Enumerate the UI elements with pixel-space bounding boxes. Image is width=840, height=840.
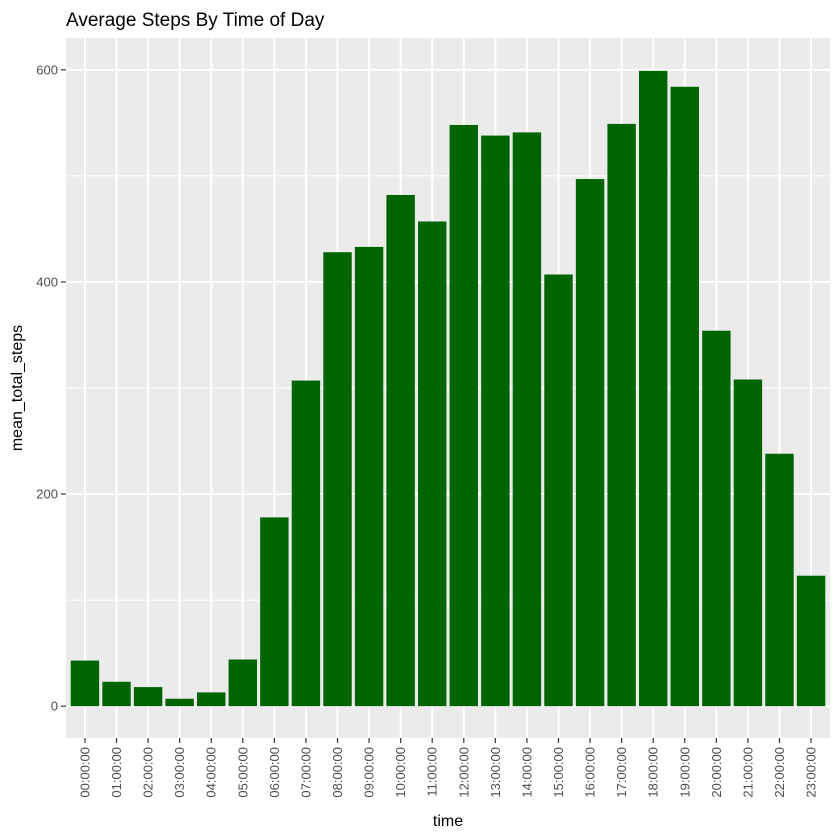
x-tick-label: 16:00:00 [583,747,598,798]
x-axis-title: time [433,813,463,830]
bar [765,453,794,707]
x-tick-label: 01:00:00 [109,747,124,798]
y-tick-label: 200 [36,487,58,502]
x-tick-label: 09:00:00 [362,747,377,798]
bar [639,70,668,707]
bar [323,252,352,707]
x-tick-label: 10:00:00 [393,747,408,798]
bar [70,660,100,707]
bar [260,517,289,707]
x-tick-label: 12:00:00 [456,747,471,798]
bar [575,179,605,707]
x-tick-label: 15:00:00 [551,747,566,798]
x-axis: 00:00:00 01:00:00 02:00:00 03:00:00 04:00:00… [77,738,819,798]
bars [70,70,826,707]
x-tick-label: 22:00:00 [772,747,787,798]
x-tick-label: 11:00:00 [425,747,440,797]
bar [228,659,257,707]
bar [481,135,510,707]
x-tick-label: 05:00:00 [235,747,250,798]
x-tick-label: 04:00:00 [204,747,219,798]
bar [733,379,763,707]
x-tick-label: 13:00:00 [488,747,503,798]
y-axis-title: mean_total_steps [9,325,26,451]
x-tick-label: 06:00:00 [267,747,282,798]
x-tick-label: 19:00:00 [677,747,692,798]
y-tick-label: 600 [36,62,58,77]
x-tick-label: 02:00:00 [141,747,156,798]
x-tick-label: 08:00:00 [330,747,345,798]
bar [670,86,699,707]
x-tick-label: 03:00:00 [172,747,187,798]
y-axis: 0 200 400 600 [36,62,66,714]
x-tick-label: 14:00:00 [519,747,534,798]
bar [165,698,194,707]
bar [418,221,447,707]
y-tick-label: 400 [36,274,58,289]
bar [291,380,321,707]
x-tick-label: 17:00:00 [614,747,629,798]
x-tick-label: 23:00:00 [804,747,819,798]
x-tick-label: 18:00:00 [646,747,661,798]
bar [702,330,731,707]
bar [133,687,163,707]
bar [544,274,573,707]
x-tick-label: 20:00:00 [709,747,724,798]
bar [102,681,131,707]
bar [449,124,478,707]
bar [197,692,226,707]
bar [386,194,415,707]
bar [796,575,826,707]
bar [607,123,636,707]
y-tick-label: 0 [51,699,58,714]
x-tick-label: 07:00:00 [298,747,313,798]
x-tick-label: 00:00:00 [77,747,92,798]
x-tick-label: 21:00:00 [740,747,755,798]
chart-title: Average Steps By Time of Day [66,10,325,31]
bar [354,246,384,707]
bar [512,132,542,707]
